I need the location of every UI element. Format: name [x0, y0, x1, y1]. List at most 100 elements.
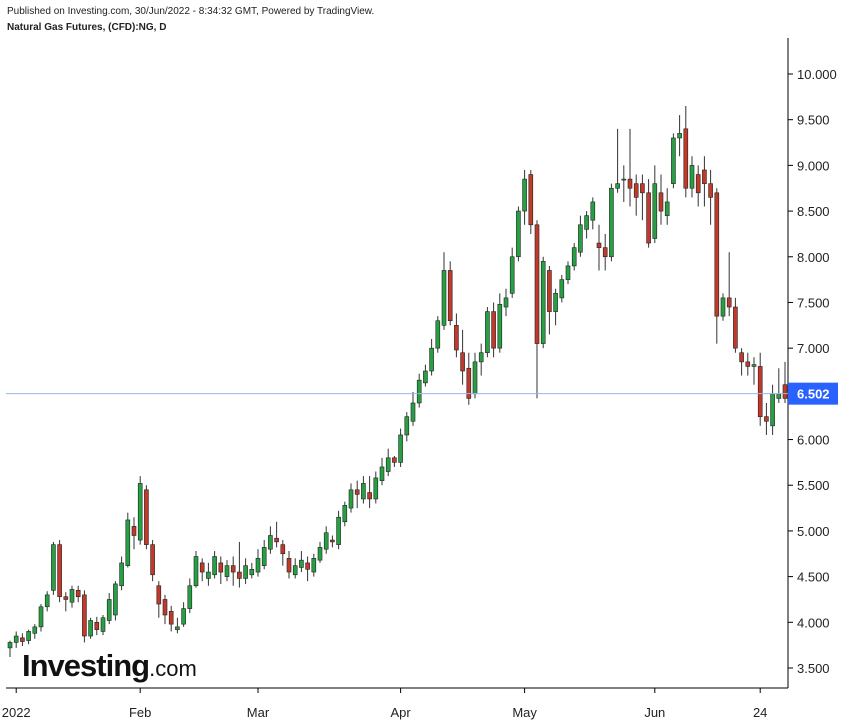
candle: [274, 521, 279, 548]
candle-body-down: [218, 562, 224, 573]
candle: [75, 585, 81, 603]
candle-body-up: [373, 477, 379, 500]
candle-body-up: [478, 352, 484, 363]
candle: [38, 604, 44, 632]
candle: [423, 364, 428, 387]
candle-body-up: [689, 165, 695, 189]
candle-body-up: [268, 535, 273, 550]
candle: [7, 640, 13, 658]
candle-body-up: [664, 201, 670, 216]
candle: [336, 510, 341, 550]
candle-body-up: [559, 279, 565, 299]
candle-body-up: [429, 347, 434, 372]
candle: [658, 174, 664, 225]
candle-body-down: [627, 178, 633, 189]
x-tick-label: Mar: [247, 705, 270, 720]
last-price-label: 6.502: [797, 387, 830, 402]
candle: [373, 471, 379, 504]
y-tick-label: 10.000: [797, 67, 837, 82]
candle: [652, 165, 658, 244]
candle-body-up: [88, 620, 93, 637]
candle: [193, 551, 199, 588]
x-tick-label: 24: [753, 705, 767, 720]
candle: [299, 551, 304, 573]
candle-body-up: [206, 571, 211, 579]
candle: [454, 313, 459, 358]
candle-body-up: [137, 483, 143, 541]
candle-body-down: [57, 544, 62, 598]
candle: [571, 243, 577, 271]
candle-body-up: [522, 178, 527, 212]
candle: [379, 457, 385, 486]
candle-body-up: [503, 297, 509, 308]
candle-body-up: [553, 293, 558, 312]
candle-body-down: [726, 297, 732, 308]
candle: [472, 352, 478, 399]
y-tick-label: 4.500: [797, 570, 830, 585]
candle: [106, 593, 112, 625]
candle: [435, 316, 441, 353]
axes-layer: 3.5004.0004.5005.0005.5006.0006.5007.000…: [2, 38, 837, 720]
candle: [677, 115, 682, 157]
candle: [361, 476, 366, 504]
candle: [51, 541, 56, 595]
candle: [175, 617, 180, 634]
candle-body-up: [119, 562, 124, 587]
candle-body-down: [528, 174, 534, 226]
candle-body-down: [20, 637, 25, 642]
candle: [162, 594, 168, 625]
candle: [20, 633, 25, 647]
candle-body-up: [398, 434, 403, 463]
candle: [230, 556, 236, 586]
candle: [100, 614, 106, 636]
candle-body-down: [131, 526, 137, 536]
candle: [323, 526, 329, 554]
candle: [206, 562, 211, 586]
candle: [540, 256, 546, 349]
candle-body-up: [385, 457, 391, 472]
candle-body-up: [125, 519, 131, 566]
candle-body-down: [230, 565, 236, 573]
candle-body-up: [193, 556, 199, 587]
candle: [199, 558, 205, 582]
candle: [497, 293, 503, 353]
candle-body-down: [447, 270, 453, 322]
candle-body-down: [392, 457, 397, 463]
last-price-badge: [788, 382, 838, 405]
candle-body-down: [782, 384, 788, 399]
candle: [268, 526, 273, 554]
candle-body-up: [348, 489, 354, 509]
candle-body-up: [565, 265, 571, 280]
candle-body-up: [261, 547, 267, 566]
candle-body-down: [168, 611, 174, 625]
x-tick-label: Apr: [390, 705, 411, 720]
candle: [113, 581, 118, 621]
candle: [689, 156, 695, 198]
x-tick-label: Jun: [644, 705, 665, 720]
y-tick-label: 6.000: [797, 433, 830, 448]
candle: [330, 535, 335, 548]
candle: [82, 590, 87, 643]
candle: [702, 156, 707, 207]
candle: [522, 169, 527, 225]
candle: [720, 293, 726, 321]
candle: [342, 501, 348, 527]
candle: [770, 384, 775, 435]
candle-body-up: [299, 559, 304, 568]
candle-body-down: [460, 352, 465, 372]
y-tick-label: 5.000: [797, 524, 830, 539]
candle: [311, 553, 317, 577]
candle-body-up: [69, 589, 75, 603]
candle: [212, 551, 217, 579]
candle-body-up: [187, 585, 193, 609]
candle-body-up: [292, 565, 298, 576]
candle: [69, 585, 75, 608]
candle: [602, 233, 608, 271]
candle-body-up: [578, 224, 583, 253]
candle-body-up: [224, 565, 230, 577]
x-tick-label: May: [512, 705, 537, 720]
y-tick-label: 9.000: [797, 158, 830, 173]
candle-body-up: [212, 556, 217, 576]
candle: [565, 261, 571, 285]
